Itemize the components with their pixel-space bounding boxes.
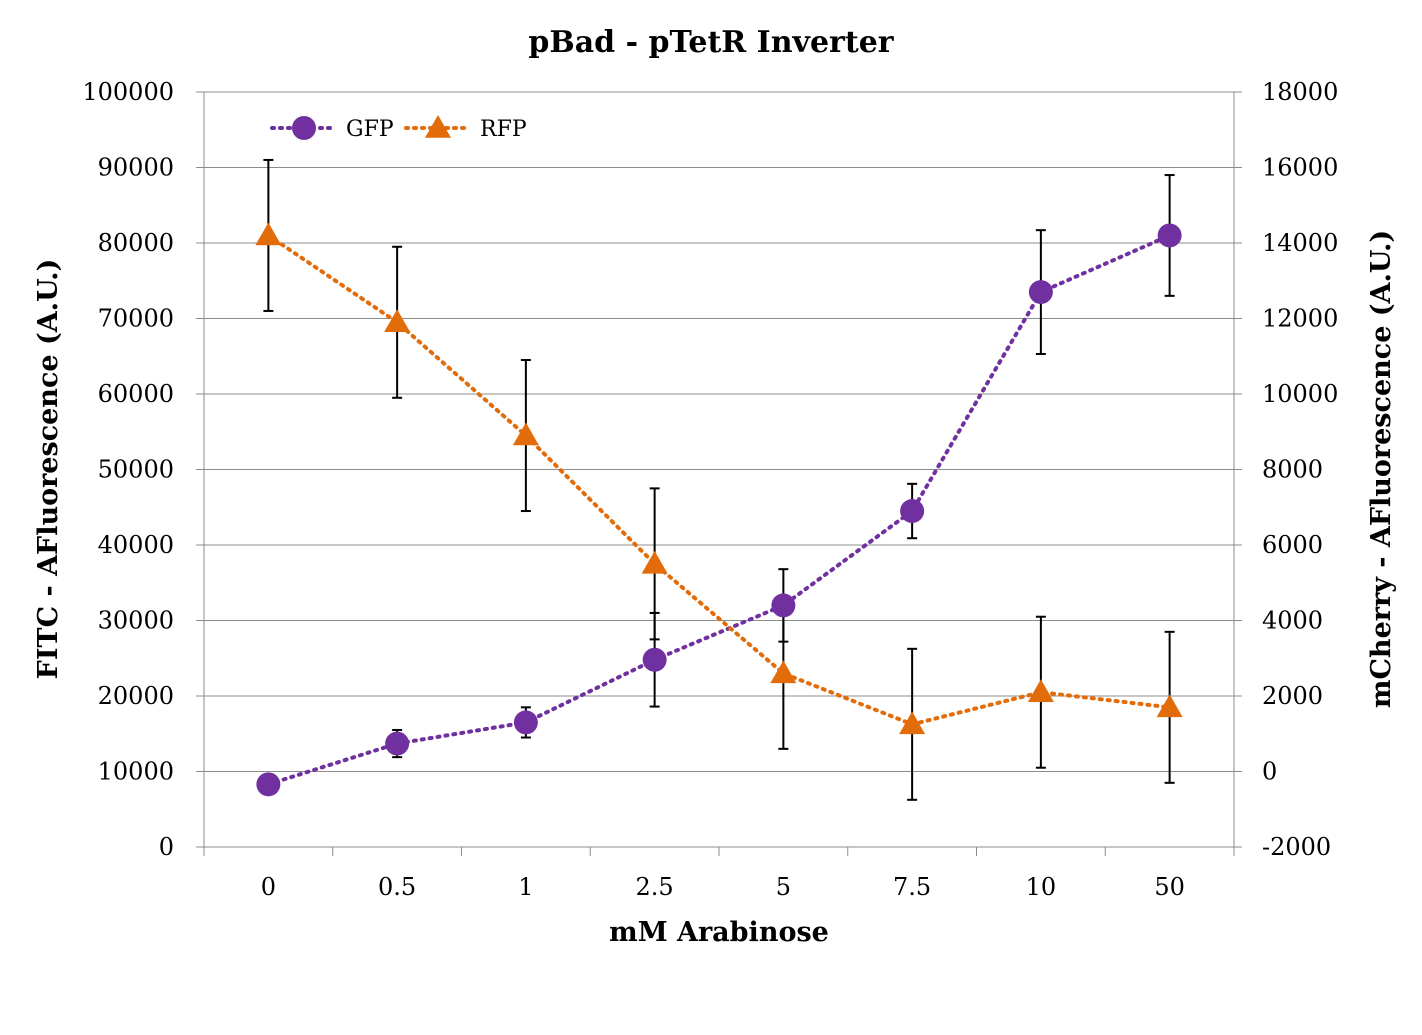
x-axis-title: mM Arabinose (609, 917, 829, 948)
chart-title: pBad - pTetR Inverter (528, 25, 894, 60)
legend-rfp-label: RFP (480, 117, 527, 142)
gfp-point (513, 710, 538, 735)
y-tick-label: 50000 (98, 456, 174, 484)
y-tick-label: 80000 (98, 229, 174, 257)
rfp-point (1027, 679, 1054, 702)
rfp-point (770, 660, 797, 684)
x-tick-label: 7.5 (893, 873, 931, 901)
rfp-point (641, 550, 668, 574)
y2-tick-label: 18000 (1262, 78, 1338, 106)
y-tick-label: 20000 (98, 682, 174, 710)
rfp-point (1156, 694, 1183, 718)
error-bars (263, 158, 1175, 801)
y-tick-label: 10000 (98, 758, 174, 786)
x-tick-label: 5 (776, 873, 791, 901)
gfp-point (642, 647, 667, 672)
x-tick-label: 0 (261, 873, 276, 901)
axis-ticks: 0100002000030000400005000060000700008000… (82, 78, 1338, 901)
rfp-point (899, 711, 926, 735)
y2-tick-label: 12000 (1262, 305, 1338, 333)
gfp-series-line (266, 233, 1172, 787)
rfp-point (384, 309, 411, 333)
gridlines (204, 91, 1234, 848)
y2-tick-label: 0 (1262, 758, 1277, 786)
x-tick-label: 0.5 (378, 873, 416, 901)
legend-gfp-marker (292, 116, 316, 140)
y-tick-label: 40000 (98, 531, 174, 559)
y2-tick-label: 10000 (1262, 380, 1338, 408)
x-tick-label: 2.5 (636, 873, 674, 901)
legend-rfp-marker (425, 115, 451, 138)
y2-tick-label: 8000 (1262, 456, 1323, 484)
gfp-point (385, 731, 410, 756)
series-markers (255, 222, 1183, 797)
gfp-point (1028, 280, 1053, 305)
rfp-point (255, 222, 282, 246)
x-tick-label: 1 (518, 873, 533, 901)
y2-tick-label: 16000 (1262, 154, 1338, 182)
y-tick-label: 60000 (98, 380, 174, 408)
x-tick-label: 50 (1154, 873, 1185, 901)
y2-tick-label: 6000 (1262, 531, 1323, 559)
y-tick-label: 90000 (98, 154, 174, 182)
gfp-point (1157, 223, 1182, 248)
x-tick-label: 10 (1026, 873, 1057, 901)
y-axis-title-right: mCherry - AFluorescence (A.U.) (1366, 230, 1397, 708)
gfp-point (900, 499, 925, 524)
legend-gfp-label: GFP (346, 117, 394, 142)
y2-tick-label: 4000 (1262, 607, 1323, 635)
gfp-point (256, 772, 281, 797)
rfp-point (512, 422, 539, 446)
series-lines (266, 233, 1172, 787)
y-axis-title-left: FITC - AFluorescence (A.U.) (33, 259, 64, 680)
y-tick-label: 100000 (82, 78, 174, 106)
y2-tick-label: 2000 (1262, 682, 1323, 710)
y2-tick-label: -2000 (1262, 833, 1331, 861)
legend: GFP RFP (270, 115, 527, 142)
y-tick-label: 30000 (98, 607, 174, 635)
y2-tick-label: 14000 (1262, 229, 1338, 257)
y-tick-label: 70000 (98, 305, 174, 333)
y-tick-label: 0 (159, 833, 174, 861)
gfp-point (771, 593, 796, 618)
rfp-series-line (266, 233, 1172, 727)
